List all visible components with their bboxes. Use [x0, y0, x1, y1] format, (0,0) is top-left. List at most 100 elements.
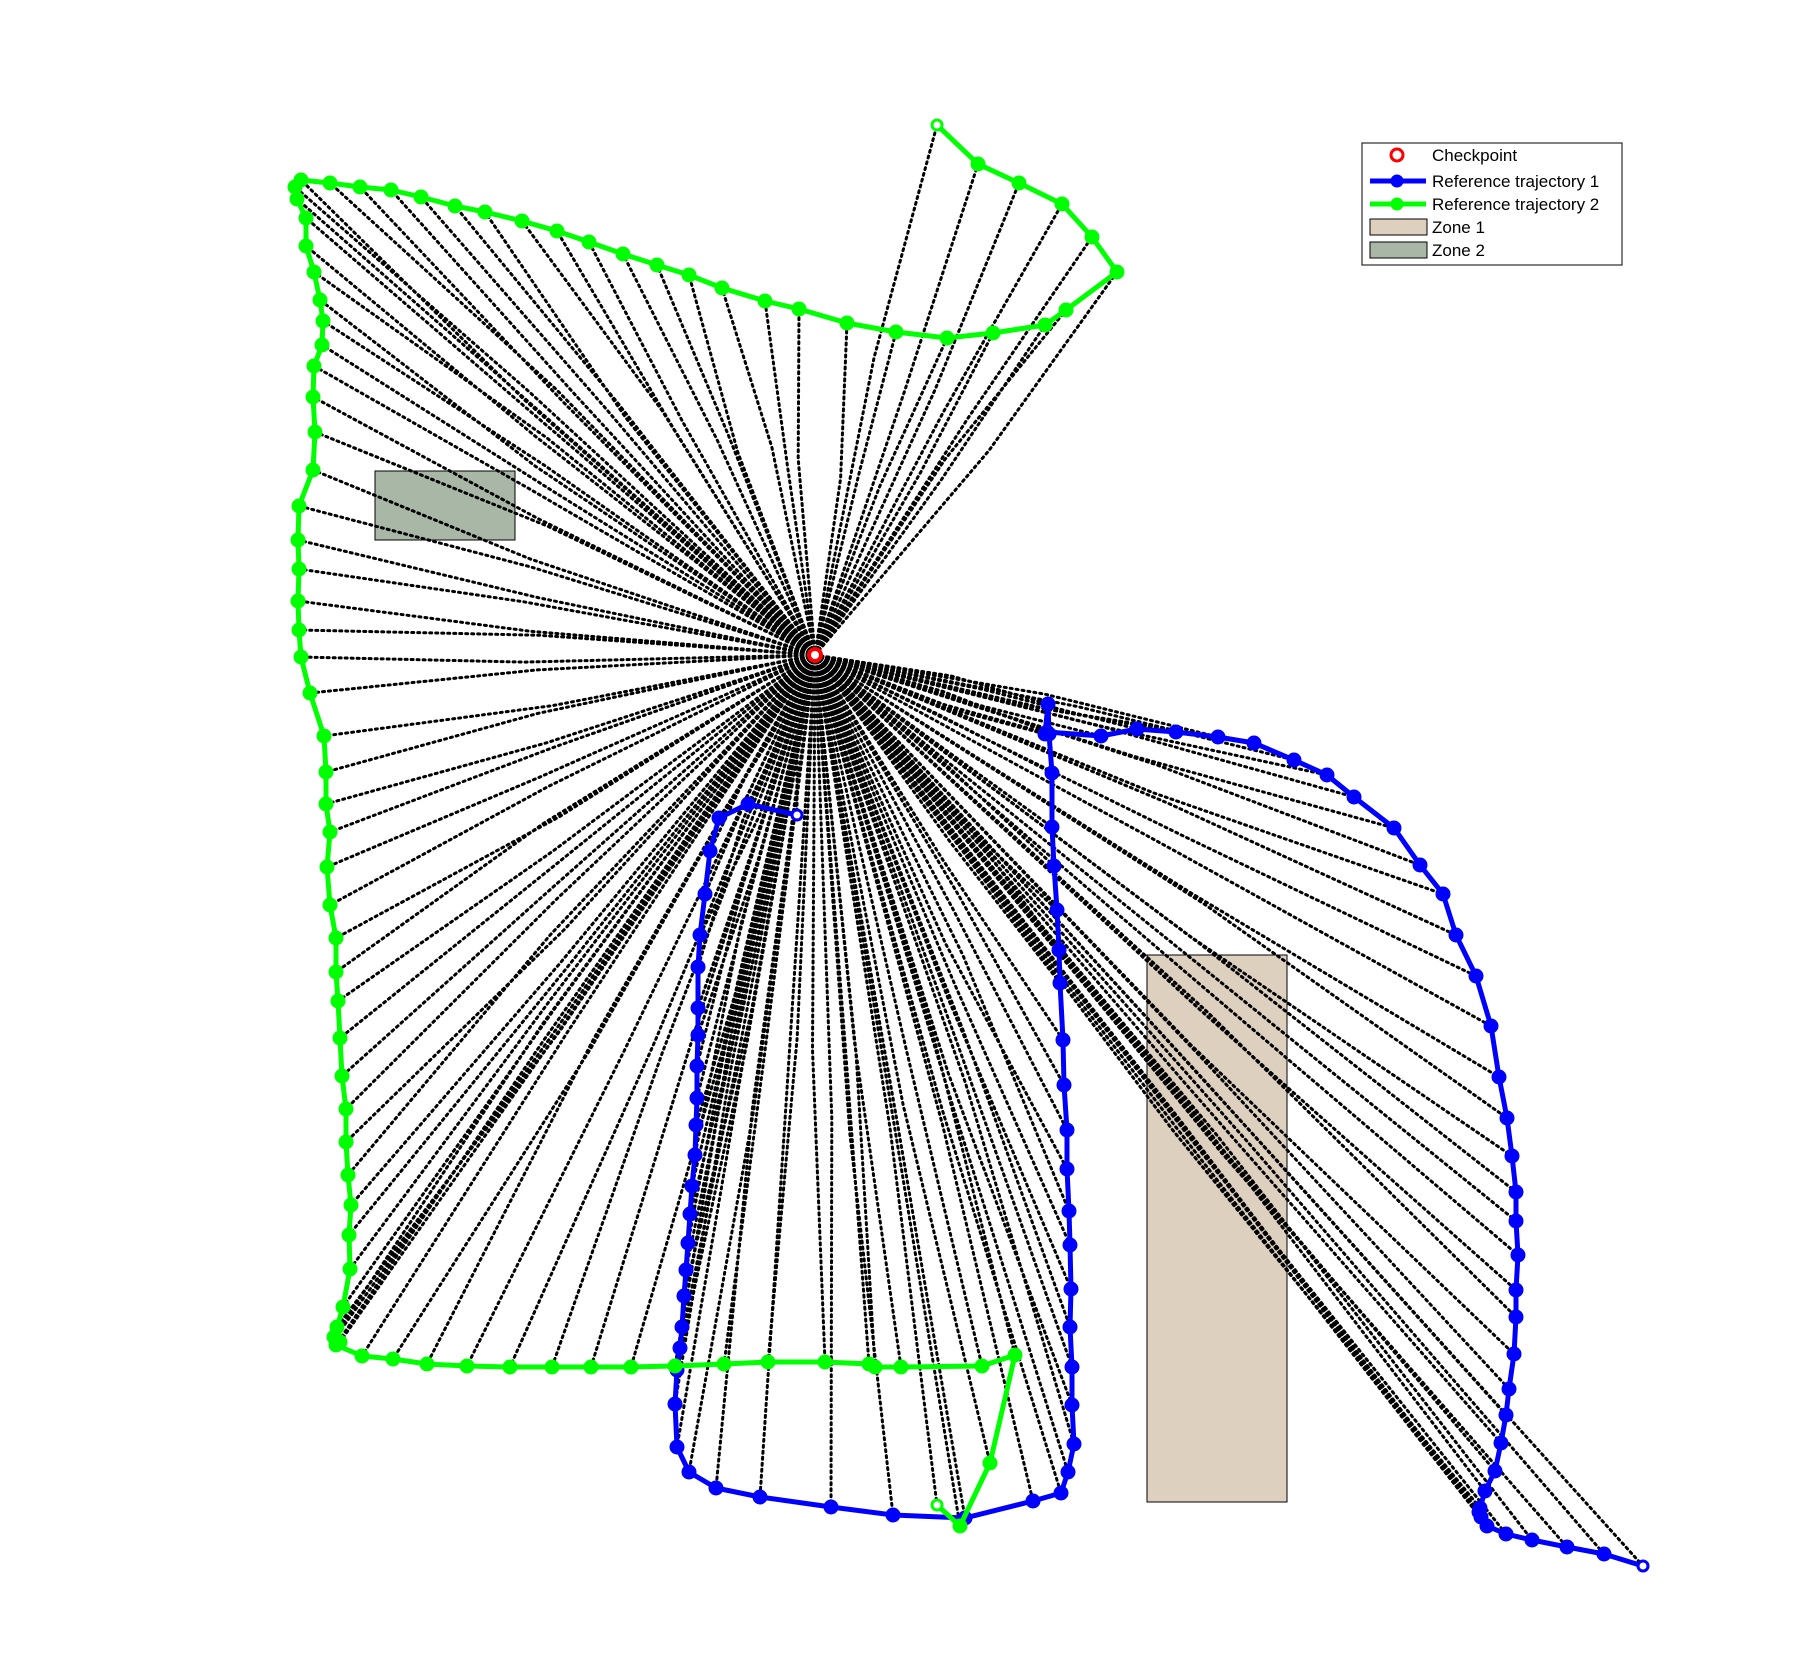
trajectory-1-point — [689, 1090, 705, 1106]
series-layer — [287, 118, 1650, 1573]
trajectory-1-point — [1435, 886, 1451, 902]
trajectory-2-point — [291, 498, 307, 514]
trajectory-2-point — [583, 1359, 599, 1375]
trajectory-1-point — [680, 1235, 696, 1251]
connection-line — [312, 270, 817, 657]
trajectory-1-point — [1064, 1359, 1080, 1375]
connection-line — [344, 653, 817, 1144]
trajectory-1-point — [1596, 1546, 1612, 1562]
trajectory-1-point — [1487, 1463, 1503, 1479]
trajectory-1-point — [752, 1489, 768, 1505]
trajectory-2-point — [1037, 317, 1053, 333]
trajectory-1-point — [690, 1000, 706, 1016]
trajectory-1-point — [1040, 696, 1056, 712]
connection-line — [813, 653, 992, 1465]
trajectory-1-point — [674, 1319, 690, 1335]
trajectory-1-point — [1448, 927, 1464, 943]
trajectory-1-point — [1056, 1077, 1072, 1093]
checkpoint-marker — [807, 647, 823, 663]
trajectory-1-point — [1319, 767, 1335, 783]
connection-line — [813, 653, 1065, 1042]
connection-line — [766, 653, 817, 1364]
trajectory-2-point — [1084, 229, 1100, 245]
trajectory-2-point — [289, 191, 305, 207]
trajectory-2-point — [290, 593, 306, 609]
connection-line — [332, 653, 817, 1339]
connection-line — [349, 653, 817, 1207]
trajectory-2-point — [385, 1351, 401, 1367]
connection-line — [693, 653, 817, 1157]
trajectory-1-point — [823, 1499, 839, 1515]
connection-line — [813, 653, 1487, 1493]
trajectory-1-point — [669, 1439, 685, 1455]
trajectory-1-point — [1386, 820, 1402, 836]
connection-line — [304, 216, 817, 657]
connection-line — [338, 653, 817, 1344]
connection-line — [813, 653, 834, 1509]
trajectory-2-point — [867, 1359, 883, 1375]
trajectory-2-point — [839, 315, 855, 331]
trajectory-1-point — [1039, 724, 1055, 740]
connection-line — [320, 343, 817, 657]
trajectory-2-point — [328, 930, 344, 946]
trajectory-2-point — [322, 175, 338, 191]
legend: Checkpoint Reference trajectory 1 Refere… — [1361, 142, 1623, 266]
connection-line — [621, 252, 817, 657]
trajectory-2-point — [930, 1498, 944, 1512]
trajectory-1-point — [676, 1288, 692, 1304]
trajectory-2-point — [314, 337, 330, 353]
connection-line — [333, 653, 817, 1340]
trajectory-1-point — [1062, 1237, 1078, 1253]
connection-line — [550, 653, 817, 1369]
trajectory-2-point — [328, 964, 344, 980]
trajectory-2-point — [302, 685, 318, 701]
connection-line — [813, 653, 1458, 937]
connection-line — [813, 653, 1493, 1028]
connection-line — [340, 653, 817, 1078]
connection-line — [722, 653, 817, 1366]
trajectory-2-point — [817, 1354, 833, 1370]
connection-line — [344, 653, 817, 1111]
connection-line — [813, 653, 1074, 1369]
checkpoint-layer — [807, 647, 823, 663]
connection-line — [813, 653, 1063, 1495]
trajectory-2-point — [888, 324, 904, 340]
connection-line — [324, 653, 817, 774]
trajectory-2-point — [316, 728, 332, 744]
trajectory-2-point — [338, 1134, 354, 1150]
connection-line — [587, 240, 817, 657]
connection-line — [813, 653, 1509, 1120]
connection-line — [813, 270, 1119, 657]
trajectory-1-point — [1064, 1397, 1080, 1413]
connection-line — [453, 204, 817, 657]
connection-line — [360, 653, 817, 1358]
trajectory-2-point — [293, 649, 309, 665]
connection-line — [813, 653, 1062, 985]
trajectory-1-point — [1493, 1435, 1509, 1451]
trajectory-1-point — [690, 1027, 706, 1043]
connection-line — [813, 653, 1071, 1213]
trajectory-1-point — [678, 1262, 694, 1278]
connection-line — [813, 653, 1518, 1194]
trajectory-1-point — [1498, 1407, 1514, 1423]
connection-line — [389, 188, 817, 657]
connection-line — [810, 653, 827, 1364]
connection-line — [813, 202, 1064, 657]
trajectory-1-point — [690, 959, 706, 975]
connection-line — [813, 653, 1072, 1247]
trajectory-2-point — [1011, 175, 1027, 191]
trajectory-2-point — [544, 1359, 560, 1375]
connection-line — [813, 653, 1511, 1391]
trajectory-2-point — [291, 622, 307, 638]
trajectory-1-point — [1499, 1110, 1515, 1126]
trajectory-1-point — [885, 1507, 901, 1523]
trajectory-2-point — [1007, 1347, 1023, 1363]
legend-label-checkpoint: Checkpoint — [1432, 146, 1517, 165]
trajectory-2-point — [459, 1358, 475, 1374]
trajectory-1-point — [708, 1480, 724, 1496]
connection-line — [813, 162, 980, 657]
connection-line — [655, 263, 817, 657]
connection-line — [299, 653, 817, 664]
trajectory-1-point — [1412, 857, 1428, 873]
connection-line — [813, 653, 1534, 1542]
